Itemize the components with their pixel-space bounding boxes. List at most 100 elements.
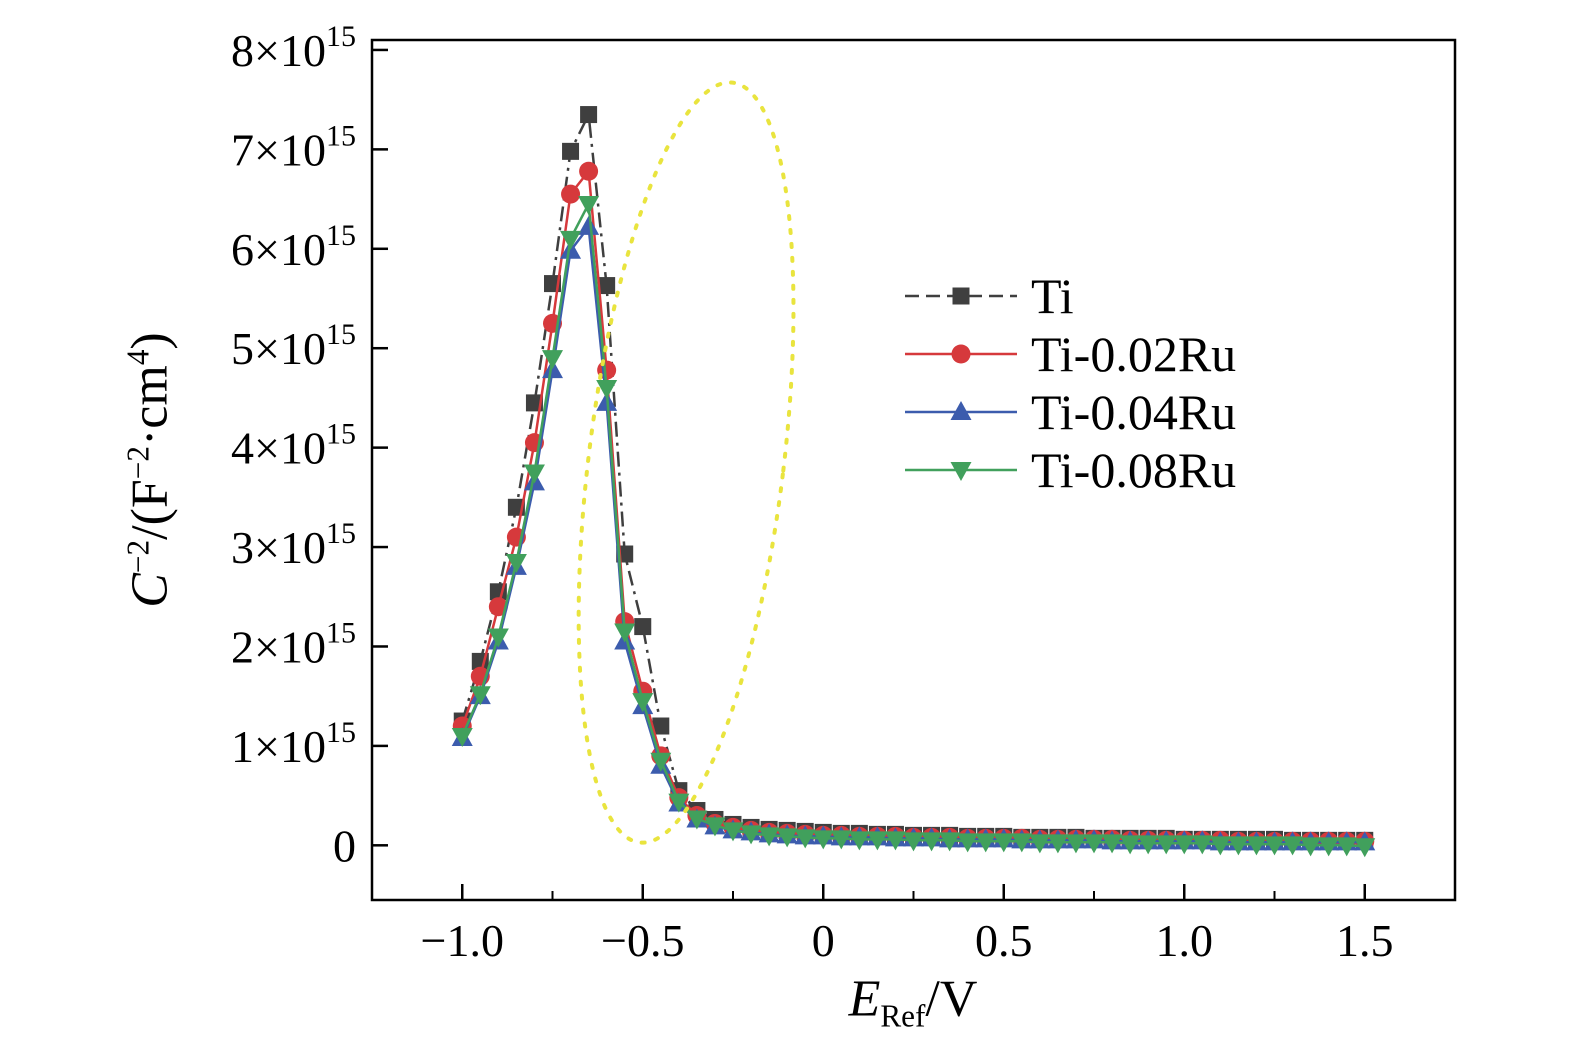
triangle-down-marker: [1173, 835, 1195, 855]
series-Ti-0.08Ru: [451, 196, 1376, 858]
x-tick-label: 0.5: [975, 915, 1033, 966]
triangle-down-marker: [939, 832, 961, 852]
triangle-down-marker: [950, 462, 972, 481]
triangle-down-marker: [812, 830, 834, 850]
y-tick-label: 2×1015: [231, 616, 356, 672]
square-marker: [562, 142, 580, 160]
y-tick-label: 3×1015: [231, 517, 356, 573]
axis-label-part: C: [121, 573, 179, 608]
triangle-down-marker: [1336, 837, 1358, 857]
x-tick-label: −0.5: [601, 915, 684, 966]
triangle-down-marker: [1029, 834, 1051, 854]
triangle-down-marker: [578, 196, 600, 216]
triangle-down-marker: [632, 693, 654, 713]
triangle-down-marker: [1047, 834, 1069, 854]
circle-marker: [561, 184, 581, 204]
triangle-down-marker: [469, 686, 491, 706]
x-axis: −1.0 −0.5 0 0.5 1.0 1.5: [421, 884, 1394, 966]
triangle-down-marker: [1264, 836, 1285, 856]
triangle-down-marker: [505, 553, 527, 573]
triangle-up-marker: [578, 215, 600, 235]
triangle-down-marker: [830, 830, 852, 850]
axis-label-part: 4: [120, 349, 156, 366]
square-marker: [952, 287, 970, 305]
legend-item-Ti: Ti: [905, 268, 1074, 324]
axis-label-part: Ref: [880, 998, 926, 1034]
y-axis: 0 1×1015 2×1015 3×1015 4×1015 5×1015 6×1015 7×1…: [231, 20, 388, 871]
triangle-down-marker: [975, 833, 997, 853]
legend-label: Ti-0.08Ru: [1031, 442, 1236, 498]
axis-label-part: E: [848, 970, 881, 1028]
y-tick-label: 0: [333, 820, 356, 871]
triangle-down-marker: [903, 832, 924, 852]
triangle-down-marker: [523, 464, 545, 484]
triangle-down-marker: [1119, 835, 1141, 855]
series-line: [461, 199, 1365, 848]
triangle-down-marker: [1101, 834, 1123, 854]
triangle-down-marker: [1191, 835, 1213, 855]
y-tick-label: 5×1015: [231, 318, 356, 374]
triangle-up-marker: [950, 401, 972, 420]
x-tick-label: 1.0: [1156, 915, 1214, 966]
y-tick-label: 1×1015: [231, 716, 356, 772]
x-tick-label: −1.0: [421, 915, 504, 966]
triangle-down-marker: [1354, 838, 1376, 858]
legend-label: Ti: [1031, 268, 1074, 324]
series-Ti-0.02Ru: [452, 161, 1375, 851]
x-axis-label: ERef/V: [849, 969, 978, 1034]
triangle-down-marker: [1209, 836, 1231, 856]
triangle-down-marker: [704, 817, 726, 837]
triangle-down-marker: [542, 350, 563, 370]
axis-label-part: −2: [120, 446, 156, 480]
triangle-down-marker: [614, 623, 636, 643]
y-tick-label: 6×1015: [231, 219, 356, 275]
triangle-down-marker: [866, 831, 888, 851]
y-tick-label: 7×1015: [231, 119, 356, 175]
triangle-down-marker: [1137, 835, 1159, 855]
legend-item-Ti-0.08Ru: Ti-0.08Ru: [905, 442, 1236, 498]
triangle-down-marker: [1245, 836, 1267, 856]
triangle-down-marker: [560, 230, 582, 250]
square-marker: [634, 618, 652, 636]
triangle-down-marker: [1011, 833, 1033, 853]
y-tick-label: 4×1015: [231, 418, 356, 474]
axis-label-part: −2: [120, 539, 156, 574]
square-marker: [652, 717, 670, 735]
triangle-down-marker: [1155, 835, 1177, 855]
triangle-down-marker: [650, 752, 672, 772]
legend-label: Ti-0.04Ru: [1031, 384, 1236, 440]
square-marker: [580, 106, 598, 124]
triangle-down-marker: [596, 379, 618, 399]
triangle-down-marker: [722, 822, 744, 842]
x-tick-label: 0: [812, 915, 835, 966]
triangle-down-marker: [1282, 836, 1304, 856]
triangle-down-marker: [686, 810, 708, 830]
legend-item-Ti-0.04Ru: Ti-0.04Ru: [905, 384, 1236, 440]
triangle-down-marker: [957, 833, 979, 853]
legend-item-Ti-0.02Ru: Ti-0.02Ru: [905, 326, 1236, 382]
triangle-down-marker: [758, 827, 780, 847]
triangle-down-marker: [1227, 836, 1249, 856]
circle-marker: [579, 161, 599, 181]
triangle-down-marker: [1300, 837, 1322, 857]
triangle-down-marker: [451, 727, 473, 747]
square-marker: [598, 277, 616, 295]
y-axis-label: C−2/(F−2·cm4): [120, 332, 179, 608]
axis-label-part: ·cm: [121, 365, 179, 447]
circle-marker: [951, 344, 971, 364]
triangle-down-marker: [993, 833, 1015, 853]
triangle-down-marker: [1065, 834, 1087, 854]
series-line: [461, 167, 1365, 843]
triangle-down-marker: [487, 628, 509, 648]
highlight-ellipse-annotation: [576, 80, 796, 845]
triangle-down-marker: [740, 825, 762, 845]
series-line: [461, 223, 1365, 844]
axis-label-part: /V: [925, 970, 978, 1028]
legend-label: Ti-0.02Ru: [1031, 326, 1236, 382]
axis-label-part: ): [121, 332, 179, 350]
triangle-down-marker: [884, 831, 906, 851]
y-tick-label: 8×1015: [231, 20, 356, 76]
triangle-down-marker: [794, 829, 816, 849]
